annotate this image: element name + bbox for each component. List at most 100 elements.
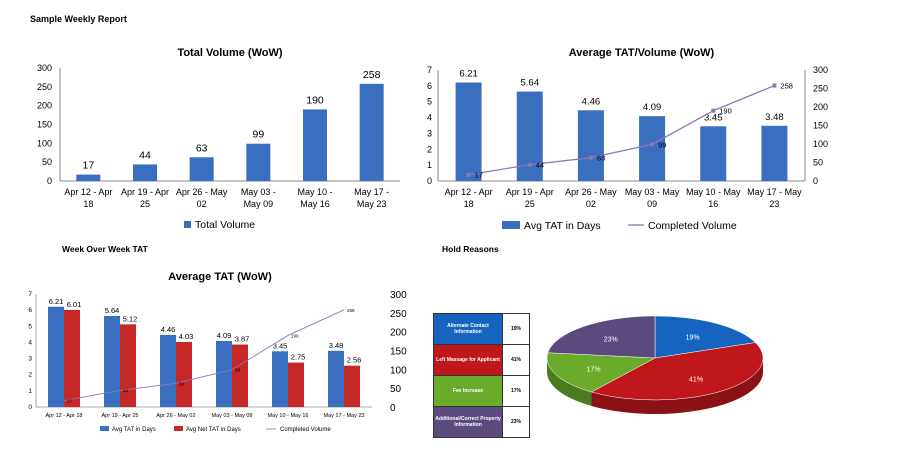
bar-data-label: 4.09 <box>643 102 662 113</box>
x-tick-label: May 03 - <box>241 187 276 197</box>
hold-reason-label: Additional/Correct Property Information <box>433 406 503 438</box>
line-data-label: 44 <box>536 161 544 170</box>
bar <box>455 82 482 181</box>
bar-avg-net-tat <box>288 362 304 407</box>
y-tick-label: 3 <box>427 128 432 138</box>
y2-tick-label: 100 <box>813 139 828 149</box>
y2-tick-label: 150 <box>390 347 407 358</box>
y-tick-label: 6 <box>28 307 32 314</box>
y-tick-label: 0 <box>427 176 432 186</box>
legend-swatch <box>174 426 183 431</box>
bar-data-label: 6.21 <box>459 69 478 80</box>
series-line <box>63 309 345 402</box>
x-tick-label: May 03 - May 09 <box>212 413 253 419</box>
y-tick-label: 1 <box>427 160 432 170</box>
x-tick-label: May 16 <box>300 199 330 209</box>
x-tick-label: 02 <box>586 199 596 209</box>
hold-reason-label: Left Massage for Applicant <box>433 344 503 376</box>
line-marker <box>466 172 471 177</box>
line-marker <box>588 155 593 160</box>
y2-tick-label: 300 <box>390 290 407 301</box>
bar-avg-net-tat <box>232 344 248 407</box>
line-data-label: 258 <box>780 82 793 91</box>
x-tick-label: May 10 - May <box>686 187 741 197</box>
pie-data-label: 17% <box>587 366 601 373</box>
y-tick-label: 7 <box>28 291 32 298</box>
pie-slice <box>547 315 656 359</box>
bar <box>639 116 666 181</box>
y-tick-label: 300 <box>37 63 52 73</box>
y-tick-label: 4 <box>28 339 32 346</box>
report-title: Sample Weekly Report <box>30 14 127 24</box>
legend-swatch <box>100 426 109 431</box>
bar-avg-net-tat <box>64 309 80 407</box>
x-tick-label: May 09 <box>244 199 274 209</box>
hold-reason-row: Additional/Correct Property Information 2… <box>433 406 530 438</box>
y-tick-label: 1 <box>28 388 32 395</box>
line-marker <box>711 108 716 113</box>
x-tick-label: 16 <box>708 199 718 209</box>
x-tick-label: May 10 - <box>297 187 332 197</box>
y2-tick-label: 50 <box>390 384 402 395</box>
y-tick-label: 6 <box>427 81 432 91</box>
bar <box>246 143 271 181</box>
hold-reason-row: Left Massage for Applicant 41% <box>433 344 530 376</box>
y-tick-label: 0 <box>47 176 52 186</box>
y2-tick-label: 250 <box>390 309 407 320</box>
chart-title: Total Volume (WoW) <box>177 47 282 59</box>
y2-tick-label: 50 <box>813 158 823 168</box>
pie-slice <box>654 315 756 359</box>
x-tick-label: Apr 19 - Apr <box>121 187 169 197</box>
data-label: 99 <box>252 129 264 141</box>
line-data-label: 190 <box>291 333 299 338</box>
legend-swatch <box>502 221 520 229</box>
bar-avg-tat <box>104 315 120 407</box>
line-marker <box>650 142 655 147</box>
bar-data-label: 3.48 <box>765 112 784 123</box>
bar-data-label: 3.45 <box>273 341 288 350</box>
y-tick-label: 5 <box>427 97 432 107</box>
line-data-label: 63 <box>597 154 605 163</box>
legend-swatch <box>184 221 191 228</box>
pie-slice-side <box>547 358 592 406</box>
x-tick-label: Apr 19 - Apr <box>506 187 554 197</box>
pie-data-label: 23% <box>604 336 618 343</box>
data-label: 17 <box>82 160 94 172</box>
hold-reasons-pie: 19% 41% 17% 23% <box>546 315 764 414</box>
x-tick-label: Apr 12 - Apr <box>64 187 112 197</box>
y2-tick-label: 150 <box>813 121 828 131</box>
wow-section-title: Week Over Week TAT <box>62 244 148 254</box>
bar <box>577 110 604 181</box>
bar <box>76 174 101 181</box>
legend-label: Completed Volume <box>280 427 331 433</box>
bar-data-label: 3.87 <box>235 335 250 344</box>
x-tick-label: Apr 12 - Apr 18 <box>46 413 83 419</box>
x-tick-label: May 17 - May <box>747 187 802 197</box>
bar-data-label: 5.64 <box>105 306 120 315</box>
bar-data-label: 6.21 <box>49 297 64 306</box>
hold-reason-value: 17% <box>502 375 530 407</box>
hold-reason-value: 41% <box>502 344 530 376</box>
y-tick-label: 5 <box>28 323 32 330</box>
bar-avg-tat <box>328 350 344 407</box>
x-tick-label: 25 <box>140 199 150 209</box>
legend-label: Avg Net TAT in Days <box>186 427 241 433</box>
x-tick-label: Apr 26 - May 02 <box>156 413 195 419</box>
bar-data-label: 4.46 <box>161 325 176 334</box>
line-data-label: 99 <box>235 368 241 373</box>
pie-data-label: 41% <box>689 377 703 384</box>
bar-avg-net-tat <box>344 365 360 407</box>
average-tat-chart: Average TAT (WoW) 0 1 2 3 4 5 6 7 0 50 100 150 200 250… <box>28 271 407 433</box>
bar-data-label: 2.75 <box>291 353 306 362</box>
bar-data-label: 5.12 <box>123 314 138 323</box>
bar-data-label: 4.09 <box>217 331 232 340</box>
data-label: 190 <box>306 94 324 106</box>
pie-slice <box>546 352 656 393</box>
y-tick-label: 50 <box>42 157 52 167</box>
avg-tat-volume-chart: Average TAT/Volume (WoW)0123456705010015… <box>427 47 828 232</box>
y-tick-label: 4 <box>427 113 432 123</box>
hold-reasons-legend: Alternate Contact Information 19% Left Mas… <box>433 313 530 438</box>
bar-avg-tat <box>272 351 288 407</box>
x-tick-label: May 23 <box>357 199 387 209</box>
bar <box>359 83 384 181</box>
